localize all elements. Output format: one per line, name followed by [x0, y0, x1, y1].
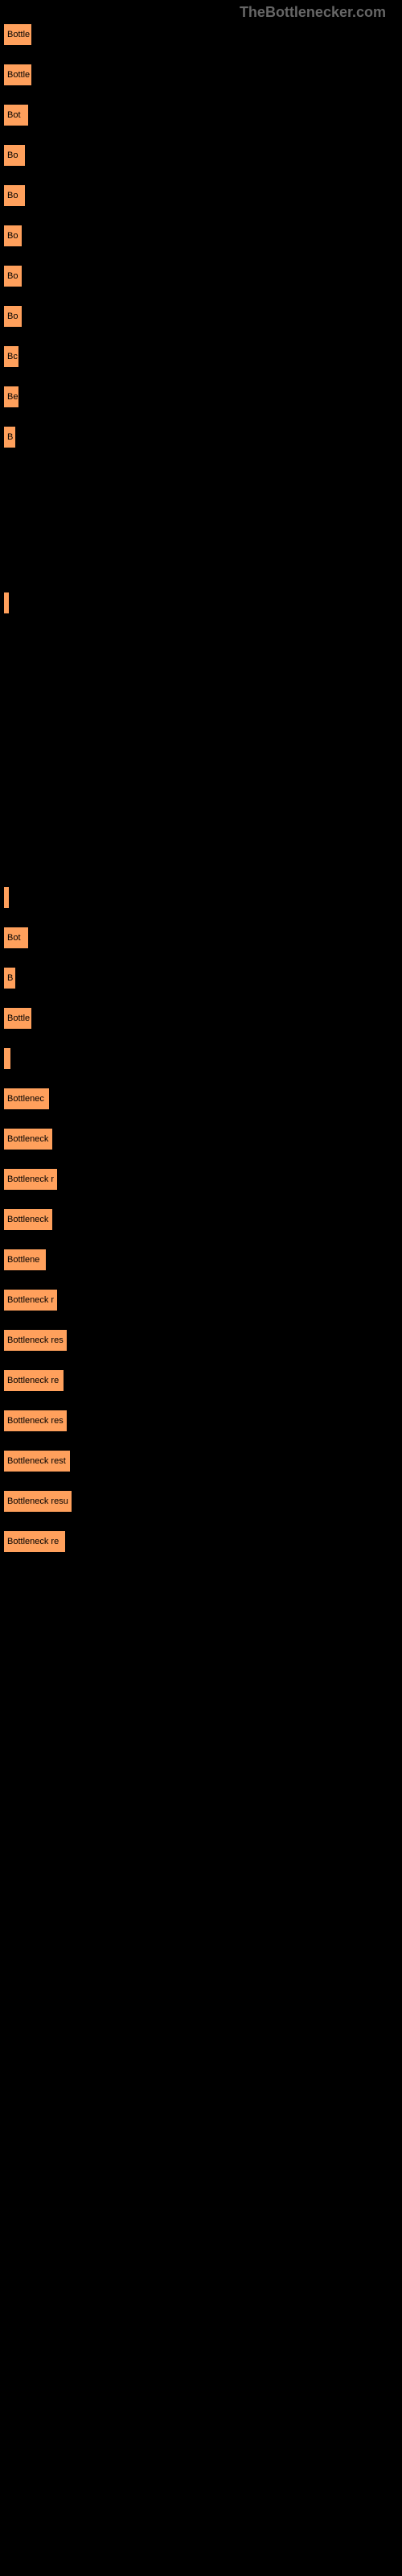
bar-row: [4, 887, 398, 908]
bar-label: Bot: [7, 933, 21, 943]
chart-bar[interactable]: Bottleneck res: [4, 1410, 67, 1431]
bar-label: Bc: [7, 352, 18, 361]
bar-row: Bottle: [4, 24, 398, 45]
chart-bar[interactable]: Bo: [4, 185, 25, 206]
chart-bar[interactable]: Bottle: [4, 1008, 31, 1029]
chart-bar[interactable]: Bo: [4, 266, 22, 287]
bar-label: Bo: [7, 191, 18, 200]
bar-row: Bottleneck res: [4, 1330, 398, 1351]
bar-row: Bottleneck re: [4, 1370, 398, 1391]
watermark-text: TheBottlenecker.com: [240, 4, 386, 21]
bar-label: Bottle: [7, 30, 30, 39]
bar-row: Bottleneck resu: [4, 1491, 398, 1512]
chart-bar[interactable]: Bo: [4, 306, 22, 327]
bar-label: Bo: [7, 271, 18, 281]
bar-row: Bottleneck rest: [4, 1451, 398, 1472]
chart-bar[interactable]: Bottleneck re: [4, 1370, 64, 1391]
bar-row: Bot: [4, 105, 398, 126]
bar-row: Bottlene: [4, 1249, 398, 1270]
chart-bar[interactable]: Bo: [4, 225, 22, 246]
chart-bar[interactable]: [4, 592, 9, 613]
bar-row: [4, 592, 398, 613]
chart-bar[interactable]: Bottleneck r: [4, 1169, 57, 1190]
chart-bar[interactable]: Bottlene: [4, 1249, 46, 1270]
bar-label: B: [7, 973, 13, 983]
chart-bar[interactable]: Bottleneck rest: [4, 1451, 70, 1472]
bar-row: Bottleneck r: [4, 1290, 398, 1311]
bar-label: Bottleneck resu: [7, 1496, 68, 1506]
bar-label: Bottleneck r: [7, 1295, 54, 1305]
bar-row: Bo: [4, 266, 398, 287]
bar-label: Bo: [7, 312, 18, 321]
bar-row: Bottle: [4, 64, 398, 85]
bar-label: Bottle: [7, 70, 30, 80]
chart-bar[interactable]: B: [4, 968, 15, 989]
chart-bar[interactable]: [4, 1048, 10, 1069]
chart-bar[interactable]: Bottleneck: [4, 1129, 52, 1150]
bar-row: Bo: [4, 306, 398, 327]
bar-row: Bottleneck: [4, 1209, 398, 1230]
chart-bar[interactable]: Bottleneck: [4, 1209, 52, 1230]
bar-row: B: [4, 427, 398, 448]
bar-label: Bottleneck res: [7, 1416, 64, 1426]
bar-label: Bottleneck res: [7, 1335, 64, 1345]
chart-bar[interactable]: B: [4, 427, 15, 448]
bar-label: B: [7, 432, 13, 442]
chart-bar[interactable]: Bot: [4, 927, 28, 948]
chart-bar[interactable]: Bottleneck resu: [4, 1491, 72, 1512]
chart-bar[interactable]: Bottlenec: [4, 1088, 49, 1109]
bar-chart: Bottle Bottle Bot Bo Bo Bo Bo Bo Bc Be B Bot B Bottle…: [0, 0, 402, 1587]
bar-row: Bottlenec: [4, 1088, 398, 1109]
bar-row: Bo: [4, 185, 398, 206]
chart-bar[interactable]: Bot: [4, 105, 28, 126]
bar-label: Bottleneck r: [7, 1174, 54, 1184]
bar-row: Bottleneck r: [4, 1169, 398, 1190]
bar-row: Bottleneck re: [4, 1531, 398, 1552]
bar-row: Bot: [4, 927, 398, 948]
chart-bar[interactable]: Bc: [4, 346, 18, 367]
chart-bar[interactable]: [4, 887, 9, 908]
chart-bar[interactable]: Be: [4, 386, 18, 407]
bar-label: Bo: [7, 151, 18, 160]
bar-label: Bottleneck rest: [7, 1456, 66, 1466]
chart-bar[interactable]: Bo: [4, 145, 25, 166]
bar-row: Bottleneck res: [4, 1410, 398, 1431]
bar-label: Bottlenec: [7, 1094, 44, 1104]
chart-bar[interactable]: Bottleneck r: [4, 1290, 57, 1311]
bar-row: Bottleneck: [4, 1129, 398, 1150]
bar-label: Bottleneck re: [7, 1376, 59, 1385]
bar-label: Bottleneck re: [7, 1537, 59, 1546]
bar-row: Bo: [4, 145, 398, 166]
bar-row: Be: [4, 386, 398, 407]
bar-label: Bottleneck: [7, 1134, 48, 1144]
chart-bar[interactable]: Bottleneck re: [4, 1531, 65, 1552]
bar-label: Bottlene: [7, 1255, 39, 1265]
bar-row: Bc: [4, 346, 398, 367]
bar-label: Bot: [7, 110, 21, 120]
bar-row: [4, 1048, 398, 1069]
bar-label: Be: [7, 392, 18, 402]
bar-row: B: [4, 968, 398, 989]
bar-label: Bottle: [7, 1013, 30, 1023]
chart-bar[interactable]: Bottle: [4, 24, 31, 45]
bar-label: Bottleneck: [7, 1215, 48, 1224]
chart-bar[interactable]: Bottle: [4, 64, 31, 85]
bar-row: Bottle: [4, 1008, 398, 1029]
bar-row: Bo: [4, 225, 398, 246]
bar-label: Bo: [7, 231, 18, 241]
chart-bar[interactable]: Bottleneck res: [4, 1330, 67, 1351]
